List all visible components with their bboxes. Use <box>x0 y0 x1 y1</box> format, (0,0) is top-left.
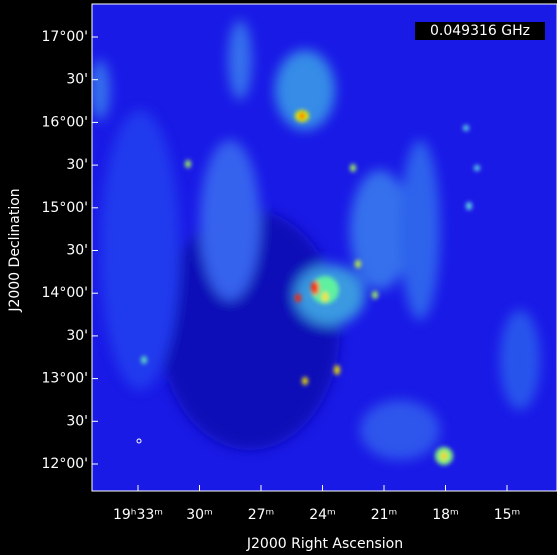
sky-map-figure: 0.049316 GHz J2000 Declination J2000 Rig… <box>0 0 557 555</box>
x-axis-label: J2000 Right Ascension <box>246 536 403 552</box>
sky-image <box>90 4 557 491</box>
y-tick-label: 30' <box>66 243 88 259</box>
y-tick-label: 30' <box>66 413 88 429</box>
x-tick-label: 24ᵐ <box>309 507 336 523</box>
y-tick-label: 16°00' <box>42 114 88 130</box>
y-tick-label: 30' <box>66 157 88 173</box>
x-tick-label: 27ᵐ <box>248 507 275 523</box>
x-tick-label: 19ʰ33ᵐ <box>113 507 163 523</box>
y-tick-label: 13°00' <box>42 371 88 387</box>
x-tick-label: 18ᵐ <box>432 507 459 523</box>
y-tick-label: 30' <box>66 72 88 88</box>
x-tick-label: 15ᵐ <box>494 507 521 523</box>
y-tick-label: 12°00' <box>42 456 88 472</box>
y-tick-label: 17°00' <box>42 29 88 45</box>
y-tick-label: 15°00' <box>42 200 88 216</box>
y-tick-label: 14°00' <box>42 285 88 301</box>
page: {"image": {"frequency_label": "0.049316 … <box>0 0 557 555</box>
y-tick-label: 30' <box>66 328 88 344</box>
frequency-label: 0.049316 GHz <box>430 23 530 39</box>
x-tick-label: 21ᵐ <box>371 507 398 523</box>
y-axis-label: J2000 Declination <box>7 188 23 312</box>
x-tick-label: 30ᵐ <box>186 507 213 523</box>
